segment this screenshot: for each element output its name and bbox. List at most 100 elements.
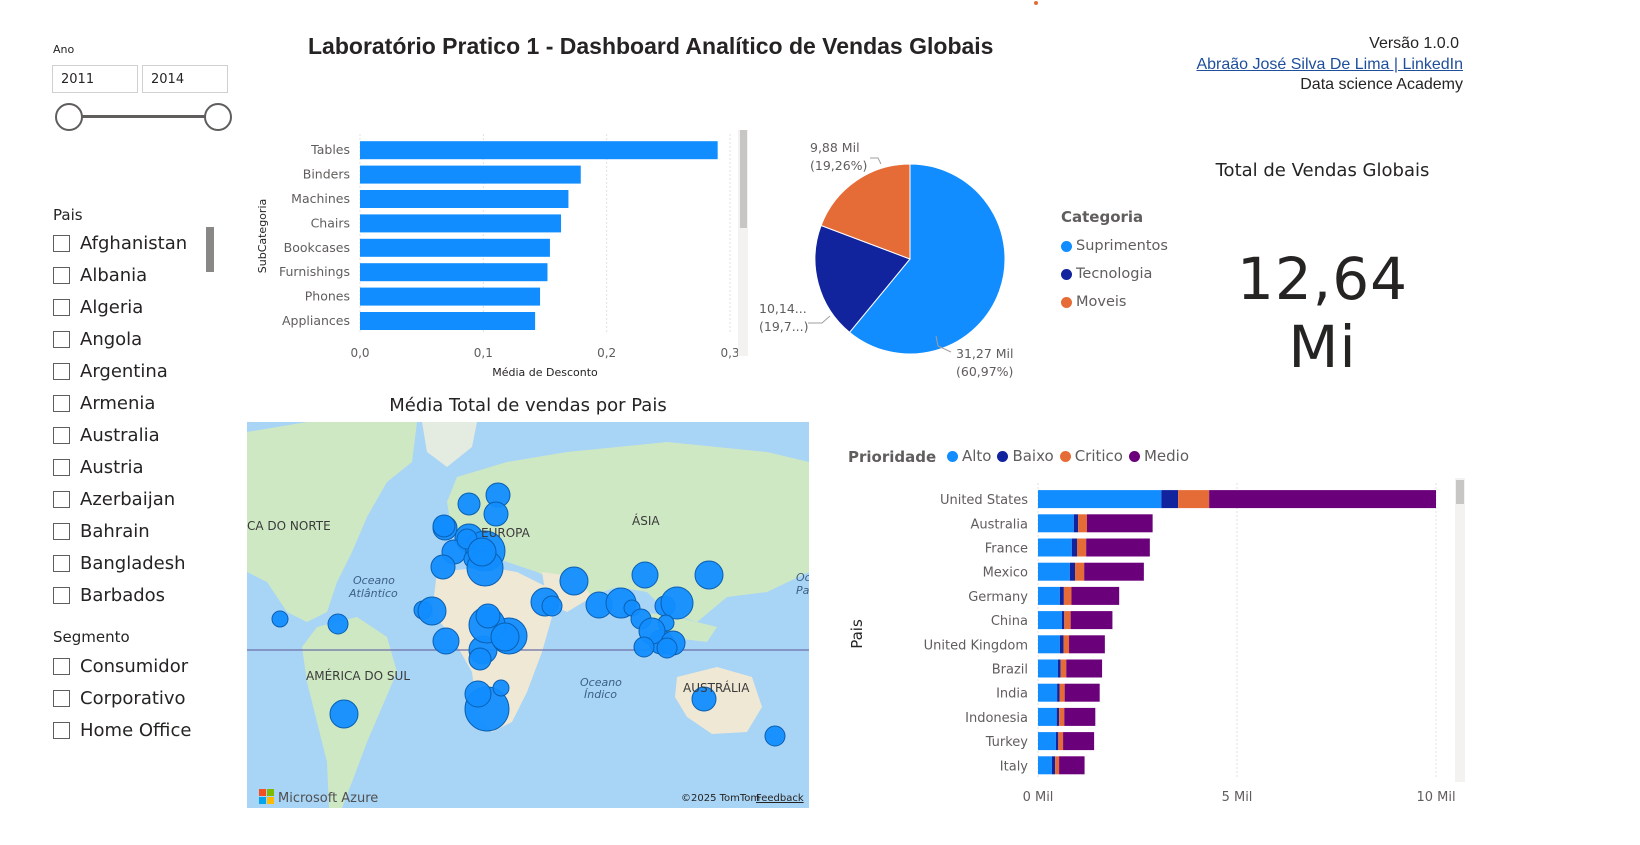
stack-bar-china-medio[interactable]	[1070, 611, 1113, 630]
ano-slider-end-handle[interactable]	[204, 103, 232, 131]
stack-bar-italy-medio[interactable]	[1059, 756, 1085, 775]
pie-slice-tecnologia[interactable]	[814, 224, 911, 334]
map-country-bubble[interactable]	[660, 586, 694, 620]
pais-option-bangladesh[interactable]: Bangladesh	[53, 547, 213, 579]
stack-bar-brazil-medio[interactable]	[1066, 659, 1103, 678]
pais-option-argentina[interactable]: Argentina	[53, 355, 213, 387]
pais-checkbox[interactable]	[53, 362, 70, 380]
stack-bar-turkey-baixo[interactable]	[1055, 732, 1059, 751]
prioridade-legend-item-medio[interactable]: Medio	[1128, 447, 1189, 465]
stack-bar-indonesia-baixo[interactable]	[1056, 707, 1060, 726]
stack-bar-turkey-critico[interactable]	[1058, 732, 1064, 751]
stack-bar-turkey-medio[interactable]	[1063, 732, 1095, 751]
pie-legend-item-suprimentos[interactable]: Suprimentos	[1061, 232, 1168, 260]
prioridade-legend-item-baixo[interactable]: Baixo	[997, 447, 1054, 465]
segmento-checkbox[interactable]	[53, 721, 70, 739]
pais-option-armenia[interactable]: Armenia	[53, 387, 213, 419]
stack-bar-brazil-critico[interactable]	[1060, 659, 1067, 678]
stack-bar-united-kingdom-critico[interactable]	[1063, 635, 1070, 654]
stack-bar-france-medio[interactable]	[1086, 538, 1150, 557]
pie-slice-suprimentos[interactable]	[848, 163, 1006, 355]
stack-bar-germany-critico[interactable]	[1063, 586, 1072, 605]
pie-legend-item-moveis[interactable]: Moveis	[1061, 288, 1168, 316]
pie-legend-item-tecnologia[interactable]: Tecnologia	[1061, 260, 1168, 288]
map-country-bubble[interactable]	[467, 537, 497, 567]
subcat-scrollbar-thumb[interactable]	[740, 130, 747, 228]
pais-checkbox[interactable]	[53, 394, 70, 412]
map-country-bubble[interactable]	[691, 686, 717, 712]
stack-bar-india-alto[interactable]	[1038, 683, 1058, 702]
stack-bar-italy-alto[interactable]	[1038, 756, 1052, 775]
stack-bar-france-baixo[interactable]	[1071, 538, 1078, 557]
stack-bar-australia-medio[interactable]	[1086, 514, 1153, 533]
stack-bar-france-critico[interactable]	[1077, 538, 1087, 557]
map-country-bubble[interactable]	[271, 610, 289, 628]
stack-bar-mexico-medio[interactable]	[1084, 562, 1144, 581]
stack-bar-united-states-baixo[interactable]	[1161, 490, 1179, 509]
map-country-bubble[interactable]	[633, 636, 655, 658]
subcat-bar-furnishings[interactable]	[360, 263, 548, 282]
pie-slice-moveis[interactable]	[820, 163, 911, 260]
pais-checkbox[interactable]	[53, 298, 70, 316]
map-country-bubble[interactable]	[483, 501, 509, 527]
pais-option-afghanistan[interactable]: Afghanistan	[53, 227, 213, 259]
ano-end-input[interactable]: 2014	[142, 65, 228, 93]
segmento-checkbox[interactable]	[53, 657, 70, 675]
pais-checkbox[interactable]	[53, 586, 70, 604]
world-map[interactable]: CA DO NORTE EUROPA ÁSIA Oceano Atlântico…	[247, 422, 809, 808]
segmento-checkbox[interactable]	[53, 689, 70, 707]
subcat-bar-binders[interactable]	[360, 165, 581, 184]
stack-bar-united-states-medio[interactable]	[1209, 490, 1436, 509]
stack-bar-germany-alto[interactable]	[1038, 586, 1060, 605]
pais-checkbox[interactable]	[53, 426, 70, 444]
subcat-bar-bookcases[interactable]	[360, 238, 550, 257]
stack-scrollbar-track[interactable]	[1455, 478, 1465, 782]
map-country-bubble[interactable]	[468, 647, 492, 671]
pais-checkbox[interactable]	[53, 554, 70, 572]
prioridade-legend-item-critico[interactable]: Critico	[1059, 447, 1123, 465]
pais-option-bahrain[interactable]: Bahrain	[53, 515, 213, 547]
map-country-bubble[interactable]	[475, 603, 501, 629]
stack-bar-india-medio[interactable]	[1064, 683, 1100, 702]
segmento-option-corporativo[interactable]: Corporativo	[53, 682, 213, 714]
ano-start-input[interactable]: 2011	[52, 65, 138, 93]
stack-scrollbar-thumb[interactable]	[1456, 480, 1464, 504]
map-country-bubble[interactable]	[432, 627, 460, 655]
pais-option-australia[interactable]: Australia	[53, 419, 213, 451]
subcat-bar-machines[interactable]	[360, 190, 569, 208]
stack-bar-china-critico[interactable]	[1064, 611, 1071, 630]
pais-checkbox[interactable]	[53, 234, 70, 252]
stack-bar-united-states-critico[interactable]	[1178, 490, 1210, 509]
segmento-option-consumidor[interactable]: Consumidor	[53, 650, 213, 682]
map-country-bubble[interactable]	[464, 680, 492, 708]
pais-checkbox[interactable]	[53, 266, 70, 284]
stack-bar-united-kingdom-baixo[interactable]	[1059, 635, 1064, 654]
stack-bar-brazil-baixo[interactable]	[1057, 659, 1061, 678]
stack-bar-indonesia-medio[interactable]	[1064, 707, 1096, 726]
map-country-bubble[interactable]	[764, 725, 786, 747]
stack-bar-germany-baixo[interactable]	[1059, 586, 1064, 605]
ano-slider-track[interactable]	[68, 115, 218, 118]
map-country-bubble[interactable]	[694, 560, 724, 590]
pais-option-azerbaijan[interactable]: Azerbaijan	[53, 483, 213, 515]
stack-bar-indonesia-critico[interactable]	[1059, 707, 1065, 726]
stack-bar-brazil-alto[interactable]	[1038, 659, 1058, 678]
map-country-bubble[interactable]	[430, 554, 456, 580]
pais-option-barbados[interactable]: Barbados	[53, 579, 213, 611]
stack-bar-united-kingdom-medio[interactable]	[1069, 635, 1105, 654]
prioridade-legend-item-alto[interactable]: Alto	[946, 447, 991, 465]
subcat-scrollbar-track[interactable]	[738, 130, 748, 356]
subcat-bar-tables[interactable]	[360, 141, 718, 160]
pais-checkbox[interactable]	[53, 522, 70, 540]
stack-bar-china-baixo[interactable]	[1061, 611, 1065, 630]
stack-bar-united-kingdom-alto[interactable]	[1038, 635, 1060, 654]
stack-bar-australia-critico[interactable]	[1078, 514, 1087, 533]
pais-checkbox[interactable]	[53, 490, 70, 508]
stack-bar-china-alto[interactable]	[1038, 611, 1062, 630]
stack-bar-mexico-alto[interactable]	[1038, 562, 1070, 581]
ano-slider-start-handle[interactable]	[55, 103, 83, 131]
stack-bar-turkey-alto[interactable]	[1038, 732, 1056, 751]
map-country-bubble[interactable]	[327, 613, 349, 635]
map-country-bubble[interactable]	[541, 595, 563, 617]
stack-bar-italy-baixo[interactable]	[1051, 756, 1056, 775]
